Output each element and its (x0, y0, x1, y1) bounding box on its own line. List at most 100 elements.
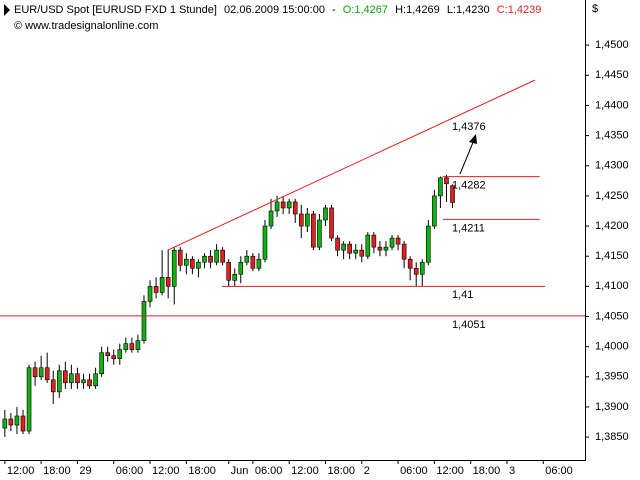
candle-body (2, 418, 8, 429)
candle-body (56, 370, 62, 393)
candle-body (44, 367, 50, 381)
currency: $ (592, 3, 598, 15)
candle-body (111, 355, 117, 359)
candle-body (298, 213, 304, 227)
candle-body (262, 225, 268, 260)
separator: - (332, 4, 336, 16)
candle-body (202, 255, 207, 263)
candle-body (117, 349, 123, 359)
candle-body (93, 373, 98, 387)
target-label: 1,4376 (452, 121, 486, 133)
close: C:1,4239 (497, 4, 542, 16)
x-tick-label: 3 (509, 465, 515, 477)
candle-body (444, 177, 449, 185)
candle-body (159, 276, 165, 293)
candle-body (395, 237, 401, 245)
candle-body (171, 249, 177, 287)
y-tick-label: 1,4450 (595, 69, 629, 81)
candle-body (105, 352, 110, 356)
candle-body (450, 185, 455, 203)
x-tick-label: 18:00 (43, 465, 71, 477)
candle-body (69, 373, 74, 384)
y-tick-label: 1,3950 (595, 371, 629, 383)
candle-body (208, 255, 213, 263)
y-tick-label: 1,3900 (595, 401, 629, 413)
candle-body (292, 201, 298, 215)
candle-body (413, 267, 419, 275)
candle-body (359, 249, 365, 257)
x-tick-label: 06:00 (116, 465, 144, 477)
candle-body (305, 213, 310, 227)
level-label: 1,41 (452, 289, 473, 301)
trendline (167, 79, 535, 251)
level-label: 1,4051 (452, 319, 486, 331)
candle-body (311, 213, 316, 248)
candle-body (341, 243, 346, 251)
y-tick-label: 1,4400 (595, 99, 629, 111)
y-tick-label: 1,4150 (595, 250, 629, 262)
candle-body (75, 373, 80, 384)
instrument: EUR/USD Spot [EURUSD FXD 1 Stunde] (14, 4, 217, 16)
y-tick-label: 1,4300 (595, 160, 629, 172)
candle-body (244, 255, 250, 263)
low: L:1,4230 (447, 4, 490, 16)
y-tick-label: 1,4200 (595, 220, 629, 232)
level-label: 1,4211 (452, 222, 485, 234)
candle-body (32, 367, 38, 378)
open: O:1,4267 (343, 4, 388, 16)
candle-body (438, 177, 443, 197)
candle-body (153, 286, 159, 293)
candle-body (220, 249, 225, 263)
candle-body (147, 286, 153, 302)
y-tick-label: 1,4250 (595, 190, 629, 202)
candle-body (268, 210, 274, 227)
x-tick-label: 12:00 (7, 465, 35, 477)
candle-body (329, 207, 334, 239)
candle-body (135, 340, 141, 350)
candle-body (238, 261, 244, 275)
candle-body (214, 249, 219, 263)
x-tick-label: 29 (79, 465, 91, 477)
candle-body (81, 379, 86, 384)
candle-body (8, 418, 14, 426)
y-tick-label: 1,3850 (595, 431, 629, 443)
candle-body (38, 367, 44, 378)
x-tick-label: 2 (364, 465, 370, 477)
candle-body (226, 261, 231, 281)
level-label: 1,4282 (452, 180, 486, 192)
candle-body (26, 367, 32, 432)
candle-body (177, 249, 183, 266)
candle-body (317, 219, 322, 248)
candle-body (50, 379, 56, 393)
candle-body (250, 255, 256, 269)
candle-body (335, 237, 340, 251)
x-tick-label: 06:00 (255, 465, 283, 477)
candle-body (184, 258, 189, 266)
candle-body (347, 243, 352, 254)
candle-body (353, 249, 359, 254)
collapse-arrow[interactable] (4, 4, 10, 16)
x-tick-label: 18:00 (327, 465, 355, 477)
candle-body (256, 258, 262, 269)
candle-body (323, 207, 328, 221)
x-tick-label: Jun (231, 465, 249, 477)
x-tick-label: 12:00 (291, 465, 319, 477)
candle-body (365, 234, 371, 257)
candle-body (14, 415, 20, 426)
x-tick-label: 18:00 (188, 465, 216, 477)
candle-body (389, 237, 395, 248)
candle-body (286, 201, 292, 209)
candle-body (165, 276, 171, 287)
y-tick-label: 1,4000 (595, 341, 629, 353)
candle-body (87, 379, 92, 387)
datetime: 02.06.2009 15:00:00 (224, 4, 325, 16)
candle-body (371, 234, 377, 248)
candle-body (129, 343, 135, 350)
candle-body (419, 261, 425, 275)
candle-body (20, 415, 26, 432)
x-tick-label: 18:00 (473, 465, 501, 477)
x-tick-label: 12:00 (436, 465, 464, 477)
candle-body (196, 261, 201, 269)
candle-body (407, 258, 413, 269)
